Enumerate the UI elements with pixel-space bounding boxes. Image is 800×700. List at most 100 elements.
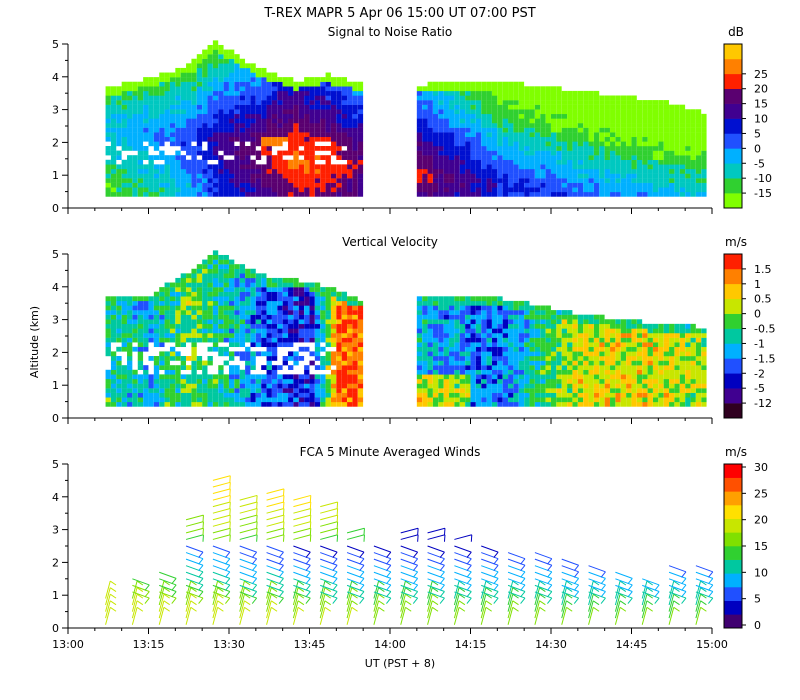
heatmap-cell [196,159,203,165]
heatmap-cell [524,187,530,193]
heatmap-cell [422,392,428,398]
heatmap-cell [572,337,578,343]
heatmap-cell [567,346,573,352]
heatmap-cell [449,351,455,357]
heatmap-cell [347,173,353,179]
heatmap-cell [314,123,321,128]
heatmap-cell [202,109,208,115]
heatmap-cell [153,342,160,348]
heatmap-cell [529,383,535,389]
heatmap-cell [669,132,675,138]
heatmap-cell [239,287,246,292]
heatmap-cell [454,333,460,338]
colorbar-swatch [724,193,742,209]
heatmap-cell [556,397,562,403]
heatmap-cell [298,383,305,389]
heatmap-cell [245,392,251,398]
heatmap-cell [127,155,133,160]
heatmap-cell [438,392,444,398]
heatmap-cell [320,319,326,325]
heatmap-cell [266,90,272,96]
heatmap-cell [588,150,594,156]
heatmap-cell [148,388,154,393]
heatmap-cell [127,369,133,375]
heatmap-cell [599,346,605,352]
heatmap-cell [298,319,305,325]
heatmap-cell [674,132,680,138]
heatmap-cell [341,109,347,115]
heatmap-cell [449,397,455,403]
heatmap-cell [266,191,272,197]
heatmap-cell [298,123,305,128]
heatmap-cell [577,141,584,147]
heatmap-cell [470,127,476,133]
heatmap-cell [604,383,610,389]
heatmap-cell [642,191,648,197]
heatmap-cell [642,104,648,110]
heatmap-cell [459,310,466,315]
heatmap-cell [438,388,444,393]
heatmap-cell [239,150,246,156]
heatmap-cell [481,164,487,170]
heatmap-cell [148,127,154,133]
heatmap-cell [610,132,616,138]
heatmap-cell [497,337,503,343]
heatmap-cell [508,81,514,87]
heatmap-cell [320,168,326,174]
heatmap-cell [465,132,471,138]
heatmap-cell [164,401,170,407]
heatmap-cell [105,150,111,156]
heatmap-cell [148,328,154,334]
heatmap-cell [218,44,224,50]
heatmap-cell [524,90,530,96]
heatmap-cell [432,383,439,389]
heatmap-cell [529,155,535,160]
heatmap-cell [282,360,288,366]
heatmap-cell [277,155,283,160]
heatmap-cell [186,383,192,389]
heatmap-cell [459,150,466,156]
heatmap-cell [116,333,122,338]
heatmap-cell [432,141,439,147]
heatmap-cell [470,397,476,403]
heatmap-cell [341,401,347,407]
heatmap-cell [427,305,433,311]
heatmap-cell [679,113,686,119]
heatmap-cell [599,351,605,357]
heatmap-cell [508,378,514,384]
heatmap-cell [454,136,460,142]
heatmap-cell [518,182,525,188]
heatmap-cell [561,351,568,357]
heatmap-cell [685,401,691,407]
heatmap-cell [701,351,707,357]
heatmap-cell [212,277,219,283]
heatmap-cell [288,159,294,165]
heatmap-cell [239,173,246,179]
heatmap-cell [663,333,669,338]
heatmap-cell [518,104,525,110]
heatmap-cell [427,187,433,193]
heatmap-cell [438,104,444,110]
heatmap-cell [266,328,272,334]
heatmap-cell [497,136,503,142]
heatmap-cell [121,100,127,105]
heatmap-cell [164,136,170,142]
heatmap-cell [229,109,235,115]
heatmap-cell [524,328,530,334]
heatmap-cell [180,123,186,128]
heatmap-cell [341,77,347,82]
heatmap-cell [427,90,433,96]
heatmap-cell [347,300,353,306]
heatmap-cell [180,342,186,348]
heatmap-cell [121,300,127,306]
heatmap-cell [669,351,675,357]
heatmap-cell [116,296,122,302]
heatmap-cell [320,337,326,343]
heatmap-cell [159,374,165,380]
heatmap-cell [309,136,315,142]
heatmap-cell [438,109,444,115]
heatmap-cell [143,86,149,92]
heatmap-cell [352,314,358,320]
heatmap-cell [449,392,455,398]
heatmap-cell [513,146,519,151]
